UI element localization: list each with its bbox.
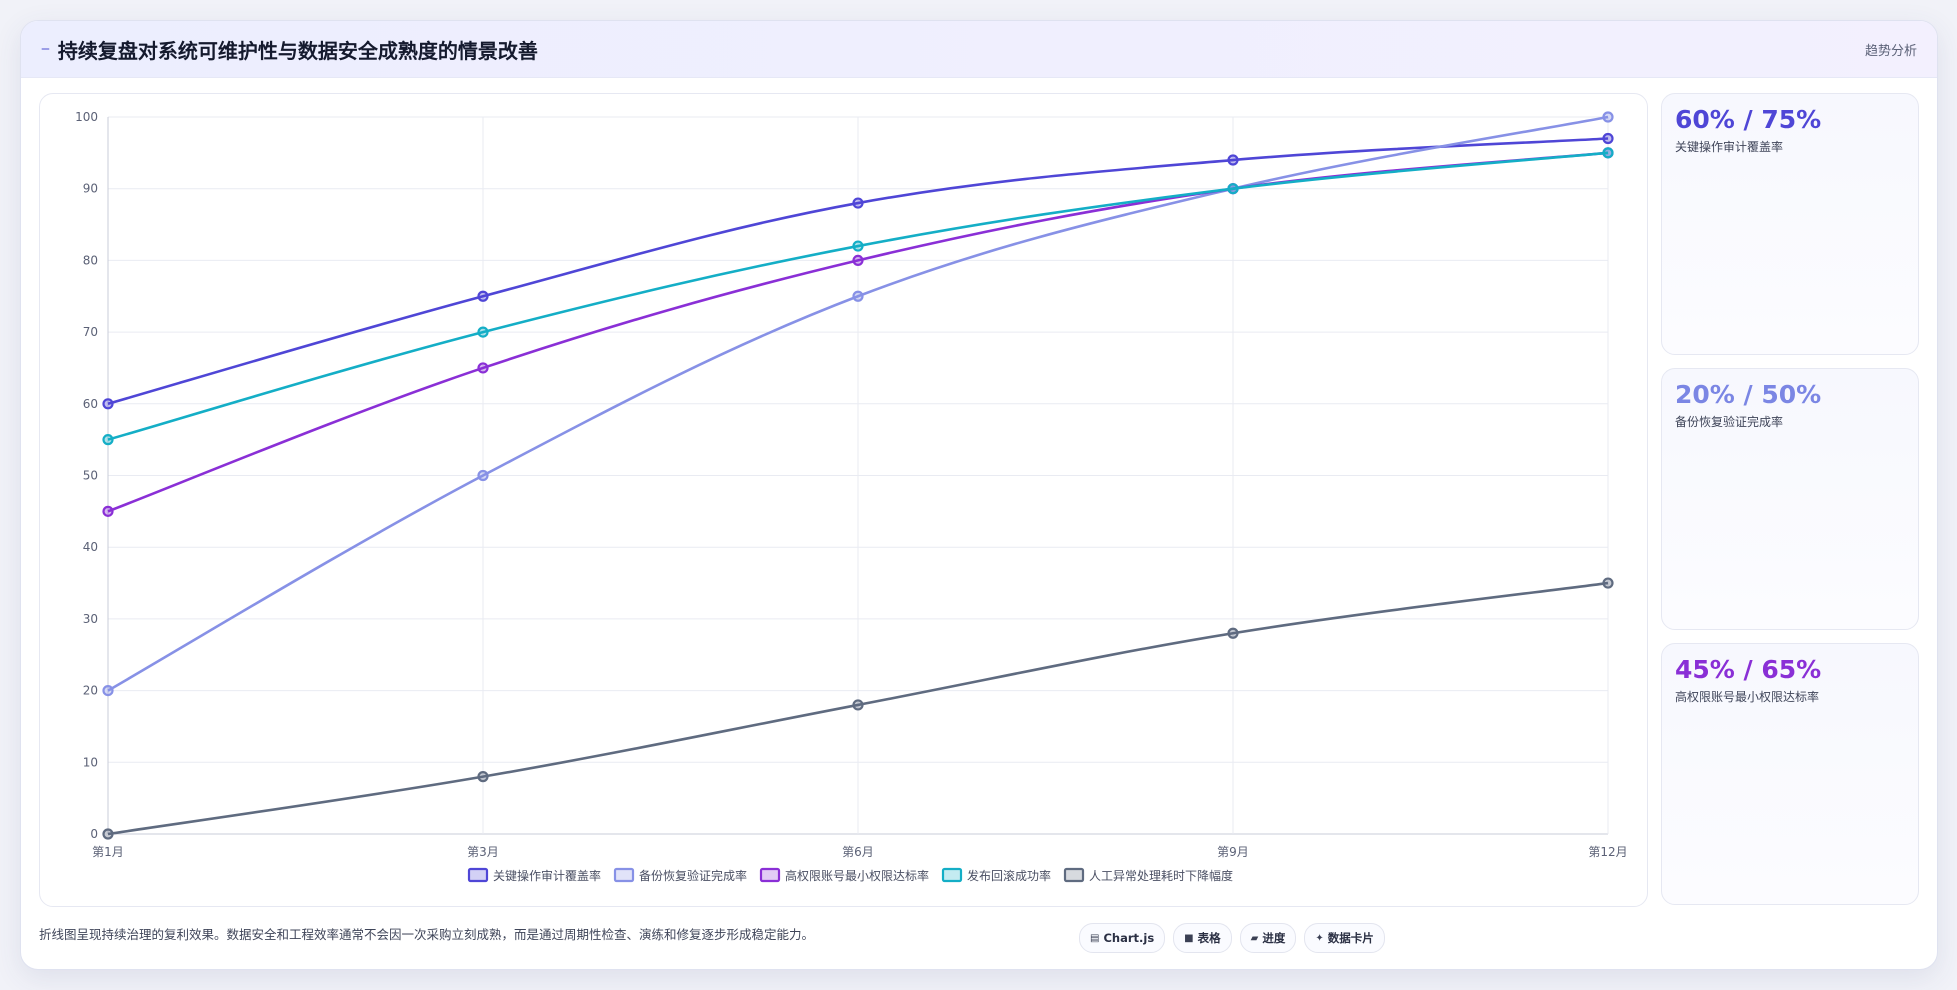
legend-label: 备份恢复验证完成率 (639, 868, 747, 883)
chart-icon: ▤ (1090, 932, 1100, 944)
dashboard-window: ‒ 持续复盘对系统可维护性与数据安全成熟度的情景改善 趋势分析 0 10 20 30 4… (20, 20, 1938, 970)
x-tick-label: 第1月 (92, 845, 124, 859)
legend-label: 人工异常处理耗时下降幅度 (1089, 868, 1233, 883)
stat-card-audit: 60% / 75% 关键操作审计覆盖率 (1661, 93, 1919, 355)
y-tick-label: 50 (83, 469, 98, 483)
x-tick-label: 第9月 (1217, 845, 1249, 859)
y-tick-label: 60 (83, 397, 98, 411)
stat-label: 高权限账号最小权限达标率 (1675, 690, 1820, 704)
legend-swatch (759, 867, 781, 883)
y-tick-label: 20 (83, 684, 98, 698)
data-point (477, 362, 489, 374)
legend-label: 发布回滚成功率 (967, 868, 1051, 883)
progress-chip[interactable]: ▰ 进度 (1239, 923, 1297, 953)
data-point (852, 197, 864, 209)
line-chart: 0 10 20 30 40 50 60 70 80 90 100 第1月 第3月 第6月 第9月 第12月关键… (75, 110, 1628, 883)
legend-swatch (467, 867, 489, 883)
footer-note: 折线图呈现持续治理的复利效果。数据安全和工程效率通常不会因一次采购立刻成熟，而是… (39, 927, 815, 942)
data-point (102, 398, 114, 410)
legend-label: 高权限账号最小权限达标率 (785, 868, 929, 883)
chip-label: 进度 (1262, 931, 1286, 945)
y-tick-label: 0 (90, 827, 98, 841)
trend-analysis-link[interactable]: 趋势分析 (1864, 43, 1917, 59)
stat-card-privilege: 45% / 65% 高权限账号最小权限达标率 (1661, 643, 1919, 905)
data-point (477, 326, 489, 338)
y-tick-label: 40 (83, 540, 98, 554)
page-title: 持续复盘对系统可维护性与数据安全成熟度的情景改善 (57, 38, 538, 63)
y-tick-label: 100 (75, 110, 98, 124)
y-tick-label: 10 (83, 755, 98, 769)
table-icon: ■ (1184, 932, 1194, 944)
data-point (1227, 627, 1239, 639)
series-line (107, 137, 1609, 406)
series-line (107, 151, 1609, 441)
table-chip[interactable]: ■ 表格 (1173, 923, 1232, 953)
x-tick-label: 第12月 (1588, 845, 1627, 859)
data-point (852, 254, 864, 266)
y-tick-label: 30 (83, 612, 98, 626)
chartjs-chip[interactable]: ▤ Chart.js (1079, 923, 1166, 953)
stat-label: 关键操作审计覆盖率 (1675, 140, 1784, 154)
stat-label: 备份恢复验证完成率 (1675, 415, 1784, 429)
chip-label: 数据卡片 (1327, 931, 1374, 945)
data-card-chip[interactable]: ✦ 数据卡片 (1304, 923, 1385, 953)
header-bar: ‒ 持续复盘对系统可维护性与数据安全成熟度的情景改善 趋势分析 (21, 21, 1937, 78)
legend-label: 关键操作审计覆盖率 (493, 868, 601, 883)
data-point (1227, 183, 1239, 195)
telescope-icon: ‒ (41, 41, 50, 57)
chip-label: Chart.js (1103, 931, 1155, 945)
progress-icon: ▰ (1250, 932, 1259, 944)
data-point (102, 434, 114, 446)
y-tick-label: 70 (83, 325, 98, 339)
view-chips: ▤ Chart.js ■ 表格 ▰ 进度 ✦ 数据卡片 (1079, 923, 1385, 953)
stat-card-backup: 20% / 50% 备份恢复验证完成率 (1661, 368, 1919, 630)
stat-value: 20% / 50% (1675, 380, 1822, 409)
chart-card: 0 10 20 30 40 50 60 70 80 90 100 第1月 第3月 第6月 第9月 第12月关键… (39, 93, 1648, 907)
legend-swatch (941, 867, 963, 883)
x-tick-label: 第3月 (467, 845, 499, 859)
y-tick-label: 80 (83, 253, 98, 267)
data-point (477, 290, 489, 302)
data-point (102, 684, 114, 697)
card-icon: ✦ (1315, 932, 1324, 944)
legend-swatch (613, 867, 635, 883)
stat-value: 60% / 75% (1675, 105, 1822, 134)
data-point (1602, 147, 1614, 159)
data-point (852, 240, 864, 252)
data-point (1602, 577, 1614, 589)
data-point (1227, 154, 1239, 166)
data-point (1602, 132, 1614, 145)
data-point (852, 290, 864, 302)
data-point (477, 469, 489, 482)
legend-swatch (1063, 867, 1085, 883)
stat-value: 45% / 65% (1675, 655, 1822, 684)
data-point (852, 699, 864, 711)
title-wrap: ‒ 持续复盘对系统可维护性与数据安全成熟度的情景改善 (41, 35, 538, 64)
data-point (1602, 111, 1614, 123)
x-tick-label: 第6月 (842, 845, 874, 859)
data-point (102, 505, 114, 517)
chip-label: 表格 (1197, 931, 1221, 945)
series-line (107, 115, 1609, 692)
data-point (102, 828, 114, 840)
data-point (477, 771, 489, 783)
series-line (107, 581, 1609, 836)
y-tick-label: 90 (83, 182, 98, 196)
